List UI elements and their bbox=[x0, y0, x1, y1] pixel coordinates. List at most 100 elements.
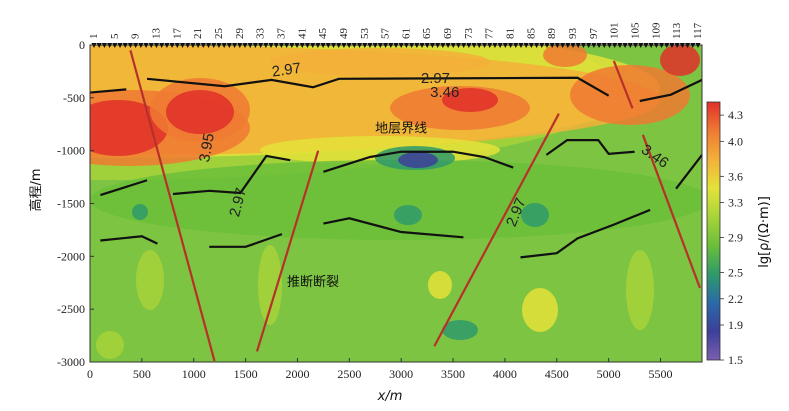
station-marker bbox=[627, 43, 633, 48]
station-marker bbox=[133, 43, 139, 48]
station-marker bbox=[606, 43, 613, 48]
station-marker bbox=[497, 43, 503, 48]
station-marker bbox=[190, 43, 196, 48]
station-marker bbox=[268, 43, 274, 48]
station-label: 81 bbox=[505, 28, 517, 39]
resistivity-region bbox=[442, 320, 478, 340]
y-tick-label: -500 bbox=[63, 91, 85, 105]
station-marker bbox=[450, 43, 456, 48]
station-label: 45 bbox=[317, 28, 329, 40]
station-label: 29 bbox=[234, 28, 246, 40]
station-marker bbox=[304, 43, 311, 48]
fault-line bbox=[641, 134, 701, 289]
resistivity-region bbox=[522, 288, 558, 332]
station-marker bbox=[258, 43, 264, 48]
colorbar-tick-label: 1.9 bbox=[728, 318, 743, 332]
station-label: 13 bbox=[150, 28, 162, 40]
colorbar-tick-label: 4.0 bbox=[728, 134, 743, 148]
station-marker bbox=[435, 43, 441, 48]
station-marker bbox=[278, 43, 285, 48]
colorbar-tick-label: 1.5 bbox=[728, 353, 743, 367]
station-label: 105 bbox=[630, 22, 642, 39]
colorbar: 1.5 1.9 2.2 2.5 2.9 3.3 3.6 4.0 4.3 lg[ρ/(Ω·m)] bbox=[706, 101, 772, 367]
resistivity-region bbox=[394, 205, 422, 225]
stratum-boundaries bbox=[90, 76, 702, 259]
station-marker bbox=[476, 43, 482, 48]
station-marker bbox=[403, 43, 410, 48]
station-marker bbox=[96, 43, 102, 48]
colorbar-ticks: 1.5 1.9 2.2 2.5 2.9 3.3 3.6 4.0 4.3 bbox=[720, 108, 743, 367]
x-tick-label: 3000 bbox=[389, 367, 413, 381]
station-marker bbox=[294, 43, 300, 48]
station-marker bbox=[523, 43, 529, 48]
x-tick-label: 0 bbox=[87, 367, 93, 381]
station-label: 9 bbox=[130, 33, 142, 39]
station-marker bbox=[492, 43, 498, 48]
x-tick-label: 500 bbox=[133, 367, 151, 381]
station-marker bbox=[351, 43, 357, 48]
station-label: 85 bbox=[525, 28, 537, 40]
station-marker bbox=[273, 43, 279, 48]
stratum-boundary-line bbox=[209, 233, 283, 248]
station-marker bbox=[377, 43, 383, 48]
station-label: 73 bbox=[463, 28, 475, 40]
station-label: 41 bbox=[296, 28, 308, 39]
station-marker bbox=[601, 43, 607, 48]
resistivity-region bbox=[166, 90, 234, 134]
station-marker bbox=[101, 43, 108, 48]
station-marker bbox=[127, 43, 134, 48]
station-marker bbox=[382, 43, 389, 48]
station-marker bbox=[580, 43, 587, 48]
resistivity-region bbox=[570, 65, 690, 125]
station-label: 77 bbox=[484, 28, 496, 40]
station-label: 117 bbox=[692, 22, 704, 39]
station-marker bbox=[320, 43, 326, 48]
x-tick-label: 5000 bbox=[597, 367, 621, 381]
y-axis: 0 -500 -1000 -1500 -2000 -2500 -3000 bbox=[57, 38, 94, 369]
station-marker bbox=[632, 43, 639, 48]
station-label: 101 bbox=[609, 23, 621, 40]
plot-area bbox=[90, 45, 702, 362]
station-marker bbox=[622, 43, 628, 48]
station-label: 61 bbox=[400, 28, 412, 39]
station-marker bbox=[107, 43, 113, 48]
station-marker bbox=[648, 43, 654, 48]
station-marker bbox=[440, 43, 446, 48]
contour-value-label: 3.95 bbox=[196, 132, 218, 164]
x-tick-label: 4500 bbox=[545, 367, 569, 381]
y-tick-label: -2000 bbox=[57, 249, 85, 263]
station-marker bbox=[200, 43, 206, 48]
station-marker bbox=[658, 43, 665, 48]
station-label: 33 bbox=[255, 28, 267, 40]
station-marker bbox=[544, 43, 550, 48]
station-marker bbox=[153, 43, 160, 48]
station-label: 21 bbox=[192, 28, 204, 39]
y-tick-label: -1500 bbox=[57, 197, 85, 211]
y-tick-label: 0 bbox=[79, 38, 85, 52]
station-marker bbox=[653, 43, 659, 48]
station-marker bbox=[638, 43, 644, 48]
station-marker bbox=[487, 43, 493, 48]
station-marker bbox=[549, 43, 555, 48]
contour-value-label: 2.97 bbox=[271, 60, 302, 81]
station-marker bbox=[179, 43, 186, 48]
colorbar-tick-label: 3.6 bbox=[728, 169, 743, 183]
station-marker bbox=[513, 43, 519, 48]
colorbar-tick-label: 2.5 bbox=[728, 266, 743, 280]
station-label: 17 bbox=[171, 28, 183, 40]
contour-value-label: 3.46 bbox=[430, 84, 459, 101]
station-label: 49 bbox=[338, 28, 350, 40]
station-marker bbox=[226, 43, 232, 48]
stratum-boundary-line bbox=[90, 88, 127, 94]
station-marker bbox=[159, 43, 165, 48]
station-marker bbox=[591, 43, 597, 48]
station-label: 65 bbox=[421, 28, 433, 40]
station-marker bbox=[507, 43, 514, 48]
stratum-boundary-line bbox=[172, 154, 291, 196]
resistivity-region bbox=[136, 250, 164, 310]
station-marker bbox=[398, 43, 404, 48]
fault-line bbox=[433, 113, 560, 347]
station-marker bbox=[533, 43, 540, 48]
resistivity-region bbox=[270, 48, 490, 76]
